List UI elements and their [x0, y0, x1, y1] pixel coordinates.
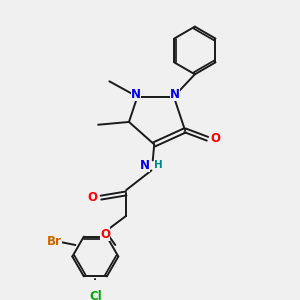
Text: N: N — [170, 88, 180, 101]
Text: Br: Br — [47, 235, 62, 248]
Text: O: O — [88, 190, 98, 204]
Text: H: H — [154, 160, 163, 170]
Text: N: N — [131, 88, 141, 101]
Text: N: N — [140, 159, 149, 172]
Text: Cl: Cl — [89, 290, 102, 300]
Text: O: O — [210, 132, 220, 145]
Text: O: O — [100, 228, 110, 241]
